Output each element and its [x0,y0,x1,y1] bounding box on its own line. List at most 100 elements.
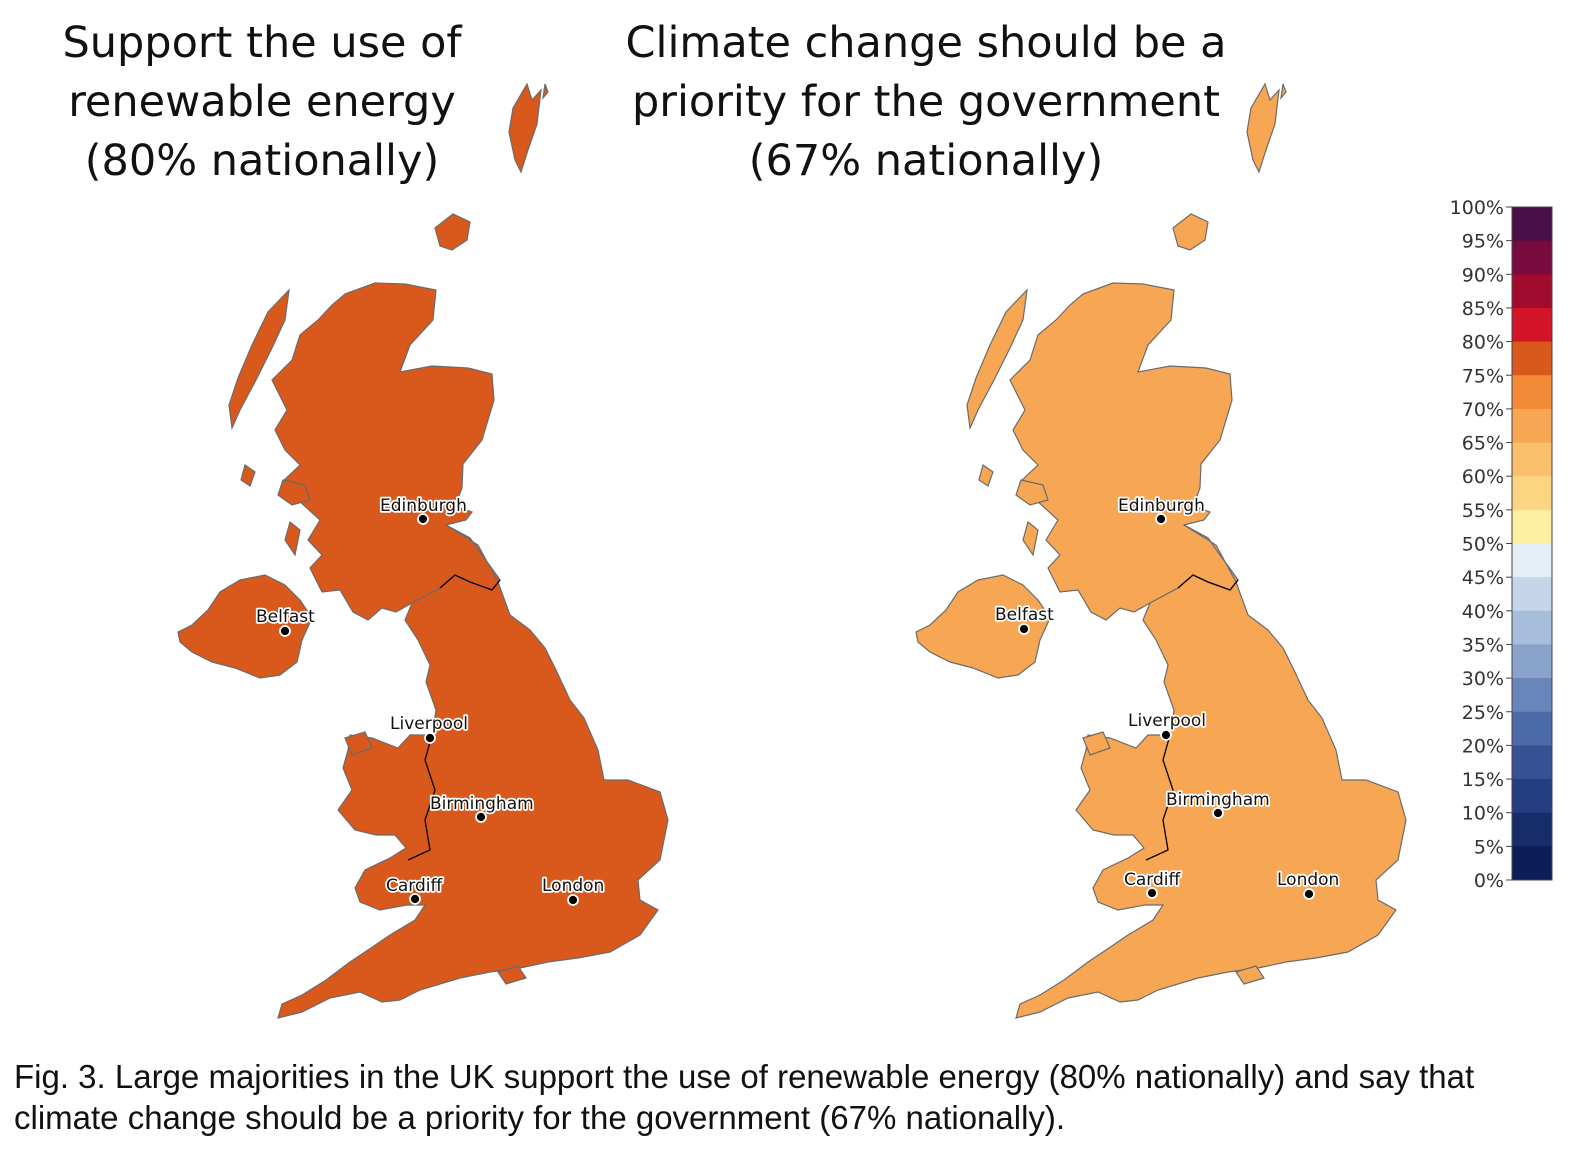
legend-tick-label: 25% [1462,702,1504,724]
legend-tick-label: 45% [1462,567,1504,589]
legend-ticks: 100% 95% 90% 85% 80% 75% 70% 65% 60% 55% 50% 45% 40%… [1450,197,1512,892]
city-label: Cardiff [386,876,443,896]
caption-text: . Large majorities in the UK support the… [14,1058,1475,1136]
legend-tick-label: 90% [1462,264,1504,286]
title-line: priority for the government [632,77,1220,127]
city-cardiff: Cardiff [1122,868,1183,899]
legend-swatch [1512,307,1552,343]
legend-swatch [1512,543,1552,578]
legend-swatch [1512,745,1552,780]
map-climate-change [915,83,1407,1019]
wales-england-border [407,734,436,861]
legend-tick-label: 35% [1462,634,1504,656]
scotland-england-border [1177,574,1239,591]
city-label: Birmingham [1166,790,1270,810]
map-figure: Edinburgh Belfast Liverpool Birmingham C… [177,83,1553,1019]
city-markers-climate: Edinburgh Belfast Liverpool Birmingham C… [993,494,1341,900]
city-dot [424,732,436,744]
city-dot [279,625,291,637]
city-label: Edinburgh [380,496,467,516]
title-line: (80% nationally) [84,136,440,186]
legend-tick-label: 70% [1462,399,1504,421]
legend-swatch [1512,846,1552,881]
legend-swatch [1512,408,1552,444]
legend-swatch [1512,442,1552,477]
city-dot [1018,623,1030,635]
legend-swatch [1512,509,1552,544]
map-title-renewable: Support the use of renewable energy (80%… [0,14,524,191]
city-label: Liverpool [1128,711,1206,731]
legend-swatch [1512,207,1552,242]
city-label: Birmingham [430,794,534,814]
legend-swatch [1512,341,1552,376]
legend-tick-label: 75% [1462,365,1504,387]
caption-label: Fig. 3 [14,1058,97,1095]
legend-tick-label: 60% [1462,466,1504,488]
color-legend: 100% 95% 90% 85% 80% 75% 70% 65% 60% 55% 50% 45% 40%… [1450,197,1553,892]
title-line: Climate change should be a [625,18,1227,68]
city-dot [1303,888,1315,900]
city-birmingham: Birmingham [1164,788,1271,819]
city-markers-renewable: Edinburgh Belfast Liverpool Birmingham C… [254,494,606,906]
city-cardiff: Cardiff [384,874,445,905]
city-label: London [542,876,604,896]
city-label: Cardiff [1124,870,1181,890]
figure-caption: Fig. 3. Large majorities in the UK suppo… [14,1056,1570,1138]
legend-tick-label: 20% [1462,735,1504,757]
title-line: Support the use of [62,18,462,68]
legend-swatch [1512,240,1552,275]
city-liverpool: Liverpool [388,712,470,744]
map-title-climate: Climate change should be a priority for … [596,14,1256,191]
city-dot [417,513,429,525]
city-dot [1146,887,1158,899]
legend-tick-label: 95% [1462,231,1504,253]
legend-tick-label: 55% [1462,500,1504,522]
legend-swatch [1512,274,1552,309]
city-label: Liverpool [390,714,468,734]
legend-tick-label: 65% [1462,433,1504,455]
legend-tick-label: 15% [1462,769,1504,791]
city-london: London [1275,868,1341,900]
legend-swatch [1512,711,1552,746]
legend-swatch [1512,375,1552,410]
legend-tick-label: 0% [1474,870,1504,892]
legend-tick-label: 30% [1462,668,1504,690]
legend-tick-label: 5% [1474,836,1504,858]
legend-swatch [1512,610,1552,645]
city-label: Belfast [995,605,1054,625]
city-label: Edinburgh [1118,496,1205,516]
legend-tick-label: 50% [1462,534,1504,556]
city-dot [1212,807,1224,819]
legend-swatch [1512,779,1552,814]
city-dot [1155,513,1167,525]
title-line: renewable energy [68,77,456,127]
city-edinburgh: Edinburgh [1116,494,1207,525]
legend-tick-label: 40% [1462,601,1504,623]
city-belfast: Belfast [993,603,1056,635]
legend-frame [1511,206,1553,881]
legend-tick-label: 10% [1462,803,1504,825]
legend-tick-label: 85% [1462,298,1504,320]
legend-swatches [1512,207,1552,881]
city-edinburgh: Edinburgh [378,494,469,525]
legend-tick-label: 100% [1450,197,1504,219]
legend-swatch [1512,644,1552,679]
title-line: (67% nationally) [748,136,1104,186]
legend-swatch [1512,812,1552,847]
city-dot [409,893,421,905]
city-dot [1160,729,1172,741]
legend-swatch [1512,577,1552,612]
city-liverpool: Liverpool [1126,709,1208,741]
city-label: London [1277,870,1339,890]
city-london: London [540,874,606,906]
city-dot [567,894,579,906]
city-dot [475,811,487,823]
wales-england-border [1145,734,1174,861]
legend-swatch [1512,678,1552,713]
legend-swatch [1512,476,1552,511]
legend-tick-label: 80% [1462,332,1504,354]
city-belfast: Belfast [254,605,317,637]
city-label: Belfast [256,607,315,627]
scotland-england-border [439,574,501,591]
city-birmingham: Birmingham [428,792,535,823]
